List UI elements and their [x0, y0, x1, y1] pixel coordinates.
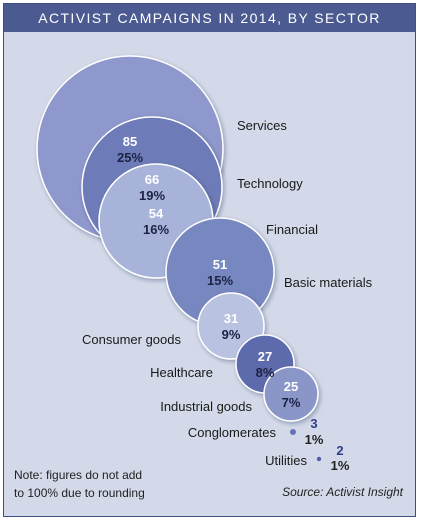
sector-label-consumer-goods: Consumer goods	[82, 332, 181, 347]
bubble-industrial-goods	[263, 366, 319, 422]
count-label-utilities: 2	[336, 443, 343, 458]
share-label-conglomerates: 1%	[305, 432, 324, 447]
count-label-healthcare: 27	[258, 349, 272, 364]
sector-label-industrial-goods: Industrial goods	[160, 399, 252, 414]
sector-label-utilities: Utilities	[265, 453, 307, 468]
note: Note: figures do not add to 100% due to …	[14, 466, 214, 502]
share-label-technology: 19%	[139, 188, 165, 203]
share-label-services: 25%	[117, 150, 143, 165]
sector-label-healthcare: Healthcare	[150, 365, 213, 380]
sector-label-conglomerates: Conglomerates	[188, 425, 277, 440]
share-label-industrial-goods: 7%	[282, 395, 301, 410]
bubbles	[36, 55, 322, 462]
share-label-utilities: 1%	[331, 458, 350, 473]
chart-title: ACTIVIST CAMPAIGNS IN 2014, BY SECTOR	[4, 4, 415, 32]
count-label-financial: 54	[149, 206, 164, 221]
bubble-conglomerates	[290, 429, 296, 435]
bubble-utilities	[316, 456, 322, 462]
count-label-industrial-goods: 25	[284, 379, 298, 394]
share-label-healthcare: 8%	[256, 365, 275, 380]
count-label-services: 85	[123, 134, 137, 149]
sector-label-technology: Technology	[237, 176, 303, 191]
count-label-basic-materials: 51	[213, 257, 227, 272]
share-label-consumer-goods: 9%	[222, 327, 241, 342]
sector-label-services: Services	[237, 118, 287, 133]
sector-label-basic-materials: Basic materials	[284, 275, 373, 290]
share-label-basic-materials: 15%	[207, 273, 233, 288]
note-line-1: Note: figures do not add	[14, 468, 143, 482]
share-label-financial: 16%	[143, 222, 169, 237]
count-label-conglomerates: 3	[310, 416, 317, 431]
chart-frame: ACTIVIST CAMPAIGNS IN 2014, BY SECTOR 85…	[3, 3, 416, 517]
sector-label-financial: Financial	[266, 222, 318, 237]
count-label-technology: 66	[145, 172, 159, 187]
note-line-2: to 100% due to rounding	[14, 486, 145, 500]
source-credit: Source: Activist Insight	[282, 485, 403, 499]
count-label-consumer-goods: 31	[224, 311, 238, 326]
